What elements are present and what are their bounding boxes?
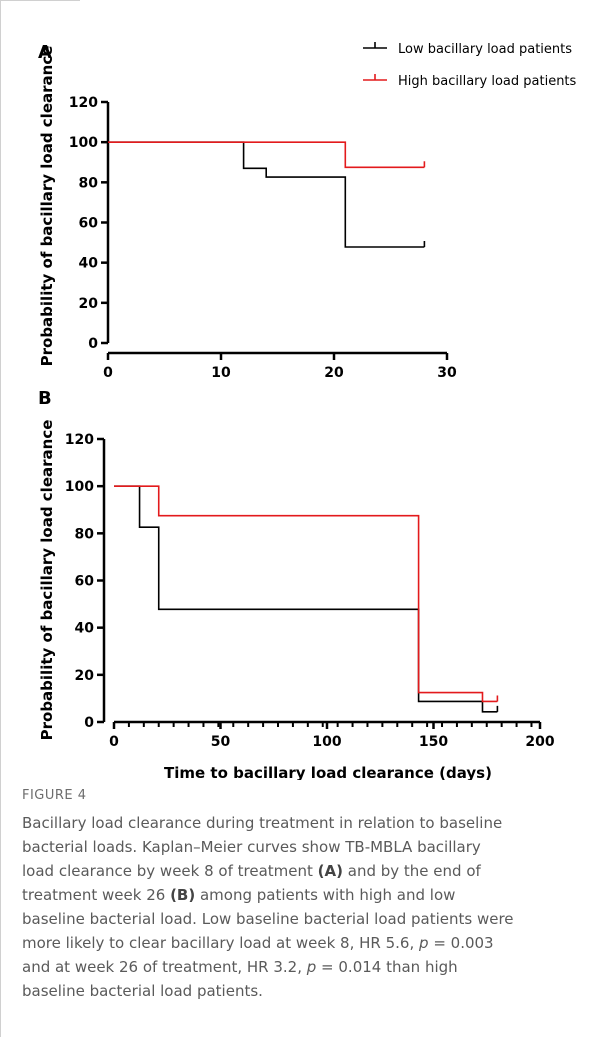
legend-label: High bacillary load patients [398, 74, 577, 89]
caption-span: among patients with high and low [195, 886, 456, 904]
y-tick-label: 20 [75, 668, 95, 684]
figure-frame-top [0, 0, 80, 1]
panel-b-axes: 0 20 40 60 80 100 120 0 50 100 150 200 [65, 432, 555, 750]
y-tick-label: 60 [79, 216, 99, 232]
y-tick-label: 120 [69, 95, 98, 111]
caption-span: and by the end of [343, 862, 481, 880]
x-tick-label: 100 [312, 734, 341, 750]
y-tick-label: 40 [75, 621, 95, 637]
figure-caption-text: Bacillary load clearance during treatmen… [22, 811, 602, 1003]
y-tick-label: 80 [75, 526, 95, 542]
x-tick-label: 20 [324, 365, 344, 381]
y-tick-label: 0 [88, 336, 98, 352]
caption-panel-ref-a: (A) [317, 862, 343, 880]
figure-caption: FIGURE 4 Bacillary load clearance during… [22, 788, 602, 1003]
caption-p-symbol: p [306, 958, 317, 976]
series-line-high [114, 485, 498, 703]
caption-span: treatment week 26 [22, 886, 171, 904]
panel-a-label: A [38, 42, 52, 63]
caption-line: load clearance by week 8 of treatment (A… [22, 859, 602, 883]
series-line-low [108, 141, 425, 248]
caption-span: more likely to clear bacillary load at w… [22, 934, 420, 952]
panel-a: A Probability of bacillary load clearanc… [38, 42, 577, 381]
caption-span: = 0.003 [428, 934, 494, 952]
panel-b-x-axis-label: Time to bacillary load clearance (days) [164, 764, 492, 780]
panel-b: B Probability of bacillary load clearanc… [38, 388, 555, 780]
panel-a-y-axis-label: Probability of bacillary load clearance [38, 46, 56, 367]
figure-label: FIGURE 4 [22, 788, 87, 803]
panel-a-axes: 0 20 40 60 80 100 120 0 10 20 30 [69, 95, 457, 381]
figure-svg: A Probability of bacillary load clearanc… [38, 42, 577, 780]
y-tick-label: 60 [75, 574, 95, 590]
caption-line: bacterial loads. Kaplan–Meier curves sho… [22, 838, 481, 856]
caption-line: baseline bacterial load. Low baseline ba… [22, 910, 514, 928]
caption-line: Bacillary load clearance during treatmen… [22, 814, 503, 832]
series-line-low [114, 485, 498, 713]
caption-line: more likely to clear bacillary load at w… [22, 931, 602, 955]
caption-span: load clearance by week 8 of treatment [22, 862, 318, 880]
caption-span: = 0.014 than high [316, 958, 458, 976]
y-tick-label: 40 [79, 256, 99, 272]
x-tick-label: 0 [109, 734, 119, 750]
x-tick-label: 200 [525, 734, 554, 750]
caption-p-symbol: p [419, 934, 429, 952]
x-tick-label: 30 [437, 365, 457, 381]
y-tick-label: 120 [65, 432, 94, 448]
x-tick-label: 150 [419, 734, 448, 750]
series-line-high [108, 141, 425, 169]
legend-label: Low bacillary load patients [398, 42, 572, 57]
y-tick-label: 0 [84, 715, 94, 731]
y-tick-label: 80 [79, 175, 99, 191]
x-tick-label: 50 [211, 734, 231, 750]
x-tick-label: 0 [103, 365, 113, 381]
panel-b-label: B [38, 388, 52, 409]
caption-line: baseline bacterial load patients. [22, 982, 263, 1000]
caption-line: treatment week 26 (B) among patients wit… [22, 883, 602, 907]
y-tick-label: 100 [65, 479, 94, 495]
figure-frame-left [0, 0, 1, 1037]
y-tick-label: 100 [69, 135, 98, 151]
legend: Low bacillary load patients High bacillar… [363, 42, 577, 89]
panel-a-series [108, 141, 426, 248]
y-tick-label: 20 [79, 296, 99, 312]
caption-line: and at week 26 of treatment, HR 3.2, p =… [22, 955, 602, 979]
x-tick-label: 10 [211, 365, 231, 381]
panel-b-y-axis-label: Probability of bacillary load clearance [38, 420, 56, 741]
caption-span: and at week 26 of treatment, HR 3.2, [22, 958, 307, 976]
panel-b-series [114, 485, 499, 713]
caption-panel-ref-b: (B) [170, 886, 196, 904]
